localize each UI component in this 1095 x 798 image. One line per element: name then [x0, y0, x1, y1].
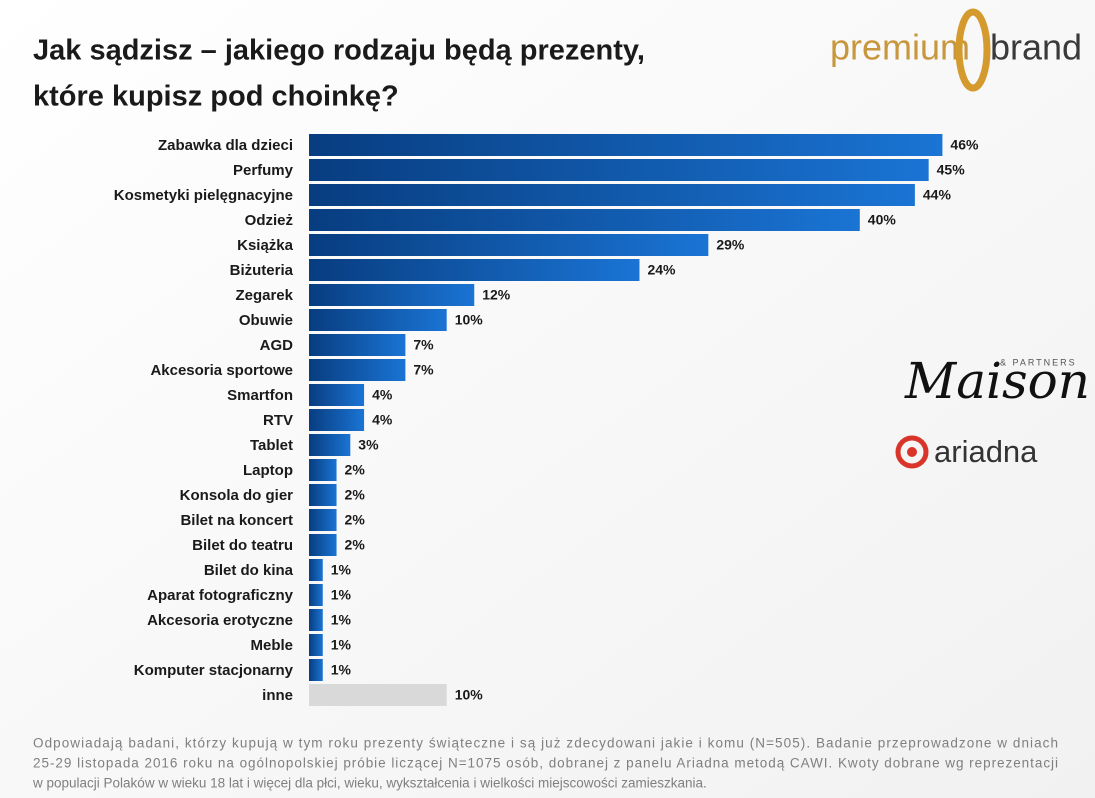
category-label: Aparat fotograficzny	[147, 587, 294, 604]
category-label: Smartfon	[227, 387, 293, 404]
category-label: RTV	[263, 412, 293, 429]
category-label: Odzież	[245, 212, 293, 229]
bar	[309, 459, 337, 481]
value-label: 44%	[923, 187, 952, 203]
bar	[309, 584, 323, 606]
value-label: 45%	[937, 162, 966, 178]
category-label: Zabawka dla dzieci	[158, 137, 293, 154]
value-label: 1%	[331, 662, 352, 678]
bar	[309, 184, 915, 206]
footnote: w populacji Polaków w wieku 18 lat i wię…	[32, 776, 707, 791]
bar	[309, 659, 323, 681]
bar	[309, 134, 943, 156]
category-label: Biżuteria	[230, 262, 294, 279]
bar	[309, 409, 365, 431]
bar	[309, 559, 323, 581]
logo-ariadna-icon	[907, 447, 917, 457]
bar	[309, 259, 640, 281]
value-label: 4%	[372, 387, 393, 403]
bar	[309, 309, 447, 331]
chart-title: Jak sądzisz – jakiego rodzaju będą preze…	[33, 35, 645, 67]
footnote: Odpowiadają badani, którzy kupują w tym …	[33, 736, 1058, 751]
value-label: 1%	[331, 587, 352, 603]
logo-swirl	[955, 8, 991, 92]
category-label: AGD	[260, 337, 294, 354]
value-label: 7%	[413, 337, 434, 353]
logo-premium: premium	[830, 27, 970, 68]
bar	[309, 534, 337, 556]
category-label: Tablet	[250, 437, 293, 454]
value-label: 3%	[358, 437, 379, 453]
chart-title: które kupisz pod choinkę?	[33, 81, 399, 113]
category-label: Komputer stacjonarny	[134, 662, 294, 679]
value-label: 10%	[455, 312, 484, 328]
value-label: 2%	[345, 512, 366, 528]
bar	[309, 484, 337, 506]
bar	[309, 284, 475, 306]
logo-ariadna-icon	[895, 435, 929, 469]
value-label: 4%	[372, 412, 393, 428]
footnote: 25-29 listopada 2016 roku na ogólnopolsk…	[33, 756, 1058, 771]
value-label: 2%	[345, 537, 366, 553]
value-label: 29%	[716, 237, 745, 253]
value-label: 10%	[455, 687, 484, 703]
category-label: Laptop	[243, 462, 293, 479]
value-label: 1%	[331, 612, 352, 628]
category-label: Bilet na koncert	[180, 512, 293, 529]
bar	[309, 609, 323, 631]
logo-partners: & PARTNERS	[1000, 357, 1077, 367]
value-label: 7%	[413, 362, 434, 378]
category-label: Bilet do kina	[204, 562, 294, 579]
bar	[309, 359, 406, 381]
bar	[309, 684, 447, 706]
logo-ariadna: ariadna	[934, 434, 1038, 469]
bar	[309, 334, 406, 356]
bar	[309, 159, 929, 181]
bar	[309, 509, 337, 531]
category-label: Obuwie	[239, 312, 293, 329]
value-label: 40%	[868, 212, 897, 228]
value-label: 1%	[331, 637, 352, 653]
category-label: Perfumy	[233, 162, 294, 179]
category-label: Akcesoria sportowe	[150, 362, 293, 379]
logo-brand: brand	[990, 27, 1082, 68]
logo-maison: Maison	[904, 352, 1090, 410]
bar	[309, 634, 323, 656]
value-label: 1%	[331, 562, 352, 578]
category-label: Bilet do teatru	[192, 537, 293, 554]
category-label: Akcesoria erotyczne	[147, 612, 293, 629]
value-label: 2%	[345, 487, 366, 503]
bar	[309, 434, 351, 456]
category-label: Książka	[237, 237, 294, 254]
bar	[309, 384, 365, 406]
value-label: 24%	[647, 262, 676, 278]
category-label: Meble	[250, 637, 293, 654]
bar	[309, 234, 709, 256]
category-label: Zegarek	[235, 287, 293, 304]
category-label: Konsola do gier	[180, 487, 294, 504]
category-label: inne	[262, 687, 293, 704]
value-label: 12%	[482, 287, 511, 303]
value-label: 46%	[950, 137, 979, 153]
category-label: Kosmetyki pielęgnacyjne	[114, 187, 293, 204]
bar	[309, 209, 860, 231]
value-label: 2%	[345, 462, 366, 478]
